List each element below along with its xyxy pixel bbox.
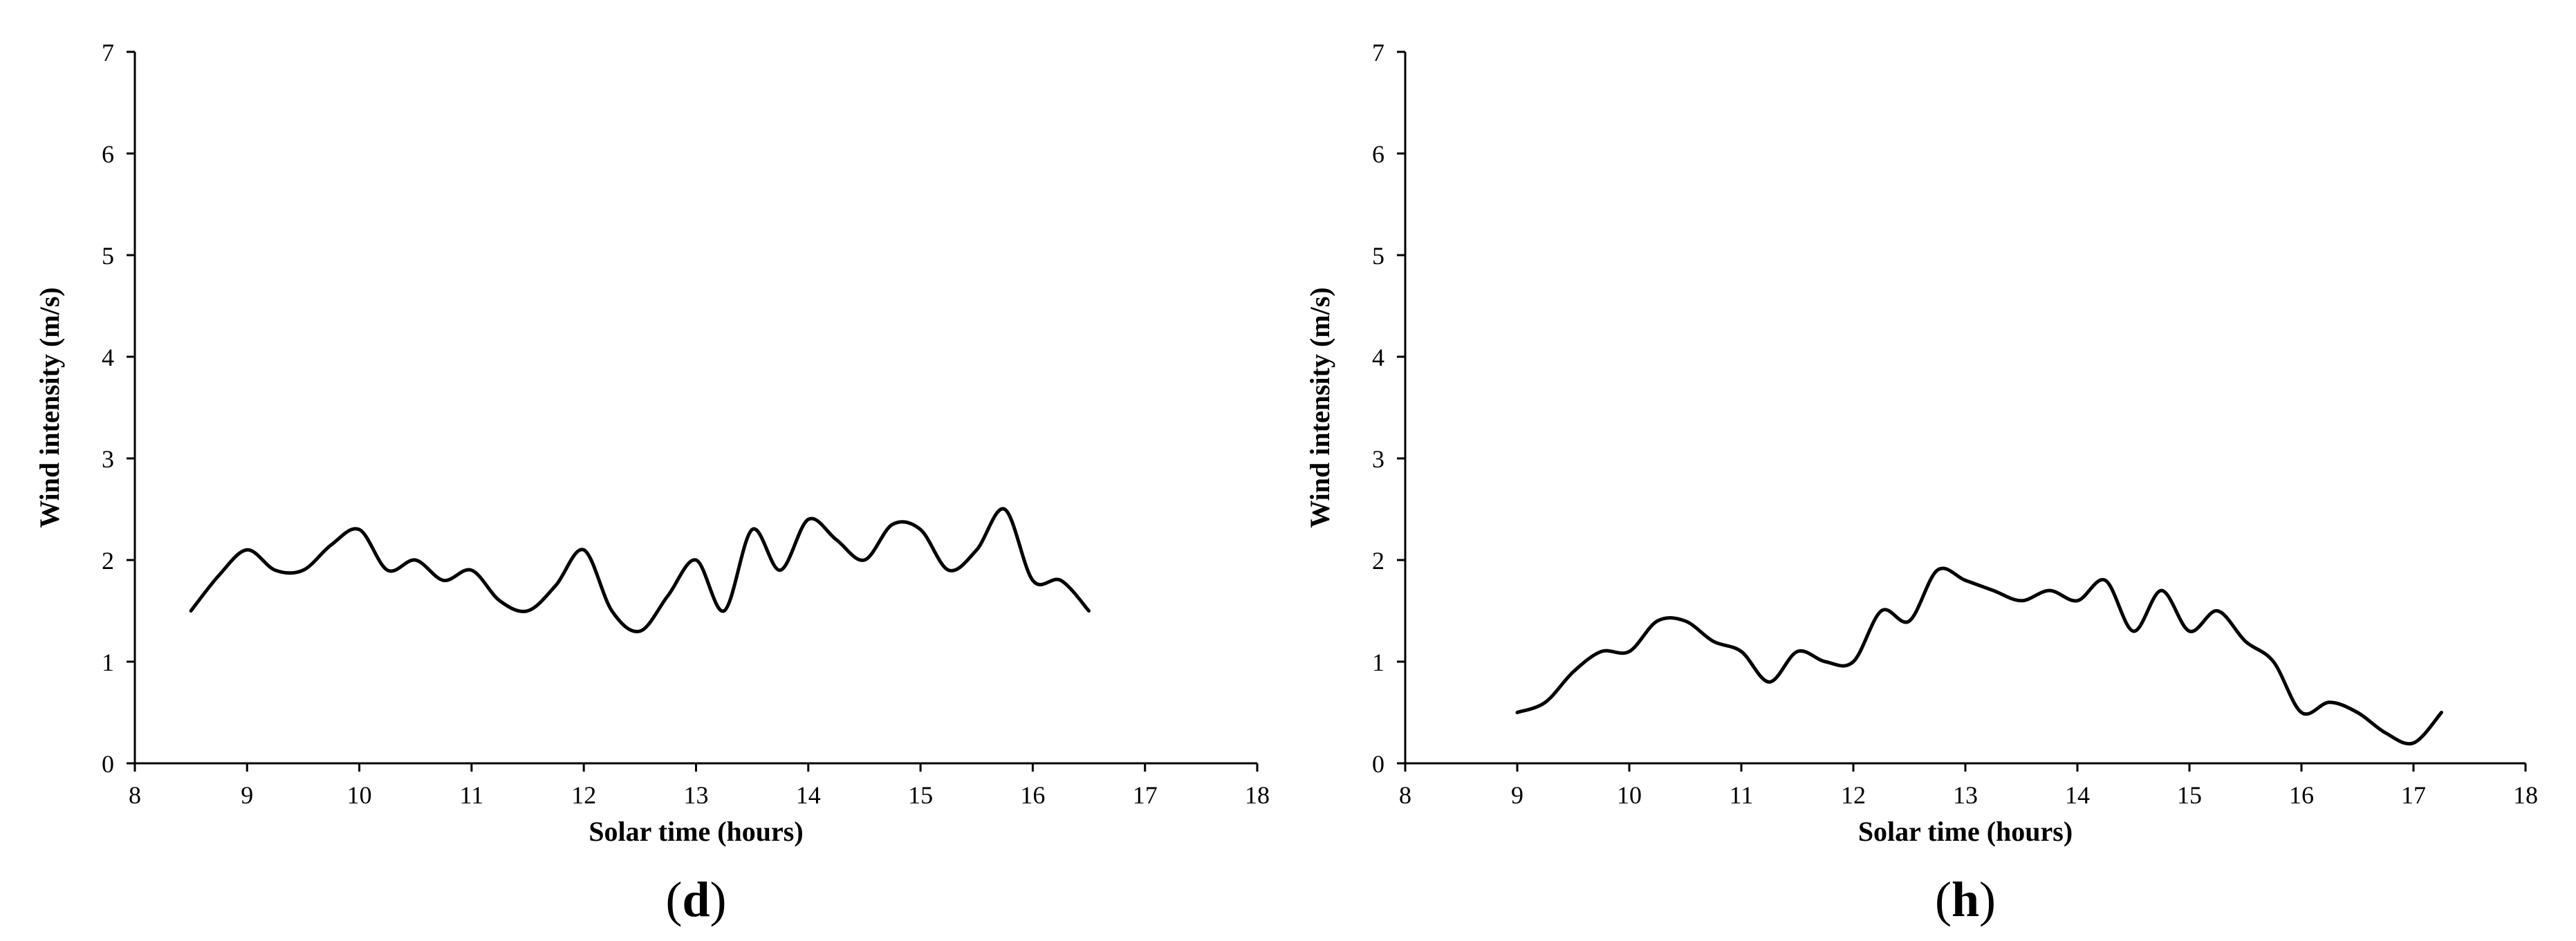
y-tick-label: 3 [102, 445, 114, 473]
y-tick-label: 3 [1372, 445, 1384, 473]
y-tick-label: 2 [102, 547, 114, 575]
x-tick-label: 15 [908, 781, 933, 809]
y-tick-label: 5 [1372, 242, 1384, 270]
x-tick-label: 16 [1020, 781, 1045, 809]
series-line-1 [189, 507, 1091, 633]
y-tick-label: 6 [1372, 140, 1384, 168]
x-tick-label: 8 [1399, 781, 1411, 809]
x-axis-title: Solar time (hours) [1858, 816, 2073, 847]
y-tick-label: 6 [102, 140, 114, 168]
x-tick-label: 15 [2177, 781, 2202, 809]
x-tick-label: 12 [571, 781, 596, 809]
x-tick-label: 13 [684, 781, 709, 809]
x-tick-label: 11 [460, 781, 484, 809]
y-tick-label: 1 [1372, 649, 1384, 676]
x-tick-label: 8 [129, 781, 141, 809]
panel-label: (d) [665, 872, 726, 927]
x-tick-label: 12 [1841, 781, 1866, 809]
x-tick-label: 18 [1245, 781, 1270, 809]
x-tick-label: 14 [2065, 781, 2090, 809]
x-axis-title: Solar time (hours) [589, 816, 803, 847]
y-tick-label: 1 [102, 649, 114, 676]
y-tick-label: 7 [102, 39, 114, 66]
y-tick-label: 5 [102, 242, 114, 270]
y-axis-title: Wind intensity (m/s) [34, 287, 65, 528]
x-tick-label: 10 [347, 781, 372, 809]
x-tick-label: 16 [2289, 781, 2314, 809]
x-tick-label: 9 [1511, 781, 1523, 809]
x-tick-label: 10 [1617, 781, 1642, 809]
y-tick-label: 7 [1372, 39, 1384, 66]
y-tick-label: 0 [1372, 750, 1384, 778]
series-line-1 [1515, 566, 2443, 746]
x-tick-label: 9 [241, 781, 253, 809]
x-tick-label: 11 [1730, 781, 1754, 809]
x-tick-label: 17 [2401, 781, 2426, 809]
x-tick-label: 18 [2513, 781, 2538, 809]
y-tick-label: 4 [1372, 344, 1384, 371]
y-tick-label: 4 [102, 344, 114, 371]
x-tick-label: 14 [796, 781, 821, 809]
y-tick-label: 2 [1372, 547, 1384, 575]
y-axis-title: Wind intensity (m/s) [1304, 287, 1335, 528]
x-tick-label: 13 [1953, 781, 1978, 809]
y-tick-label: 0 [102, 750, 114, 778]
x-tick-label: 17 [1133, 781, 1158, 809]
panel-label: (h) [1935, 872, 1996, 927]
